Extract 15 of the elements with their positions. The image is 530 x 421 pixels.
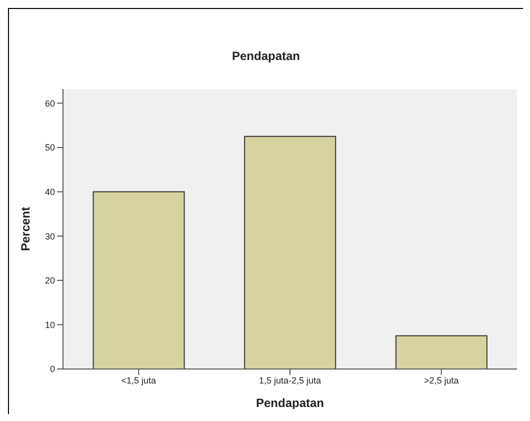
bar	[92, 191, 185, 369]
y-tick-label: 30	[44, 231, 55, 242]
x-tick-label: <1,5 juta	[121, 375, 156, 386]
y-tick-label: 50	[44, 142, 55, 153]
y-tick-label: 40	[44, 186, 55, 197]
bar	[395, 335, 488, 369]
y-tick-label: 60	[44, 98, 55, 108]
chart-title: Pendapatan	[230, 49, 301, 63]
y-axis-title: Percent	[18, 206, 32, 252]
y-tick-label: 10	[44, 320, 55, 330]
y-tick-label: 20	[44, 276, 55, 286]
y-tick-label: 0	[50, 364, 55, 374]
x-tick-label: >2,5 juta	[424, 375, 459, 386]
bar	[244, 136, 336, 369]
x-tick-label: 1,5 juta-2,5 juta	[258, 375, 322, 386]
